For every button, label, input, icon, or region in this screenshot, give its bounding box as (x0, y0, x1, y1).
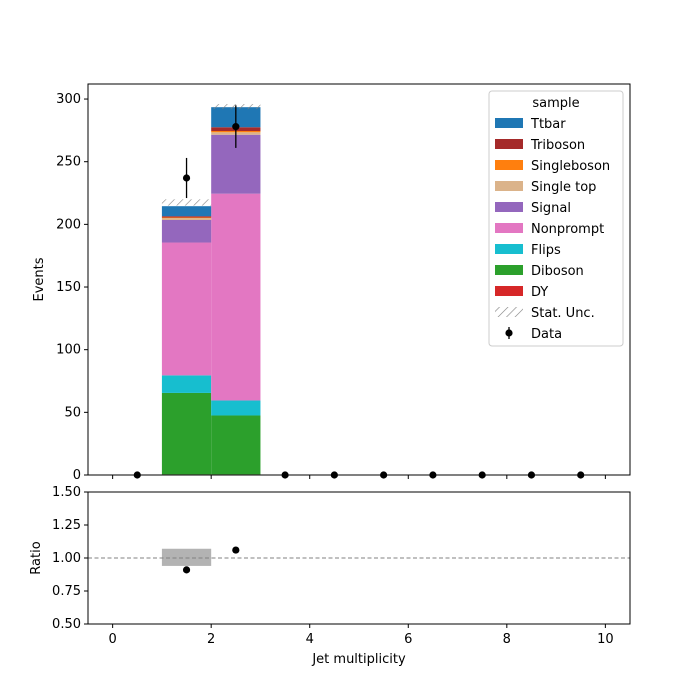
legend-swatch-stat-unc (495, 307, 523, 317)
bar-triboson-bin-0 (161, 216, 212, 218)
main-ytick-label: 250 (56, 155, 81, 170)
legend-label-nonprompt: Nonprompt (531, 222, 604, 237)
ratio-ylabel: Ratio (29, 541, 44, 574)
legend-title: sample (532, 96, 579, 111)
bar-nonprompt-bin-0 (161, 242, 212, 376)
bar-ttbar-bin-0 (161, 206, 212, 217)
ratio-ytick-label: 1.00 (52, 551, 81, 566)
legend-swatch-nonprompt (495, 223, 523, 233)
legend-swatch-ttbar (495, 118, 523, 128)
legend-label-ttbar: Ttbar (530, 117, 566, 132)
ratio-xtick-label: 8 (503, 632, 511, 647)
ratio-ytick-label: 1.25 (52, 518, 81, 533)
main-ylabel: Events (32, 257, 47, 301)
legend-swatch-signal (495, 202, 523, 212)
legend-label-triboson: Triboson (530, 138, 585, 153)
legend-label-data: Data (531, 327, 562, 342)
main-frame (87, 83, 631, 476)
bar-diboson-bin-1 (211, 415, 261, 475)
legend-swatch-triboson (495, 139, 523, 149)
ratio-xtick-label: 6 (404, 632, 412, 647)
ratio-xtick-label: 10 (597, 632, 614, 647)
ratio-ytick-label: 1.50 (52, 485, 81, 500)
stat-unc-band-0 (161, 199, 212, 206)
data-point-2 (232, 123, 240, 131)
ratio-xtick-label: 4 (306, 632, 314, 647)
ratio-plot-panel: 0.50 0.75 1.00 1.25 1.50 0 2 4 6 8 10 Ratio Jet mult… (29, 485, 631, 667)
legend-label-single-top: Single top (531, 180, 596, 195)
legend-swatch-flips (495, 244, 523, 254)
ratio-point-1 (232, 546, 240, 554)
bar-single-top-bin-0 (161, 218, 212, 220)
bar-singleboson-bin-0 (161, 217, 212, 219)
legend-label-stat-unc: Stat. Unc. (531, 306, 595, 321)
main-ytick-label: 150 (56, 280, 81, 295)
legend-label-diboson: Diboson (531, 264, 584, 279)
bar-nonprompt-bin-1 (211, 193, 261, 401)
legend-swatch-diboson (495, 265, 523, 275)
legend-marker-data (505, 329, 513, 337)
ratio-ytick-label: 0.50 (52, 617, 81, 632)
legend: sample Ttbar Triboson Singleboson Single top… (488, 90, 624, 347)
ratio-xtick-label: 0 (108, 632, 116, 647)
legend-label-flips: Flips (531, 243, 561, 258)
data-point-1 (182, 174, 191, 182)
ratio-xtick-label: 2 (207, 632, 215, 647)
main-ytick-label: 300 (56, 92, 81, 107)
legend-label-singleboson: Singleboson (531, 159, 610, 174)
bar-diboson-bin-0 (161, 392, 212, 475)
main-plot-panel: 0 50 100 150 200 250 300 Events (32, 83, 631, 483)
ratio-unc-band-0 (161, 548, 212, 566)
ratio-xlabel: Jet multiplicity (311, 652, 406, 667)
main-ytick-label: 0 (73, 468, 81, 483)
ratio-point-0 (182, 566, 191, 574)
legend-swatch-singleboson (495, 160, 523, 170)
legend-box (488, 90, 624, 347)
ratio-ytick-label: 0.75 (52, 584, 81, 599)
legend-label-dy: DY (531, 285, 548, 300)
legend-swatch-single-top (495, 181, 523, 191)
main-ytick-label: 200 (56, 217, 81, 232)
bar-flips-bin-1 (211, 400, 261, 416)
main-ytick-label: 50 (64, 405, 81, 420)
legend-label-signal: Signal (531, 201, 571, 216)
legend-swatch-dy (495, 286, 523, 296)
bar-flips-bin-0 (161, 375, 212, 393)
bar-signal-bin-0 (161, 219, 212, 243)
main-ytick-label: 100 (56, 343, 81, 358)
